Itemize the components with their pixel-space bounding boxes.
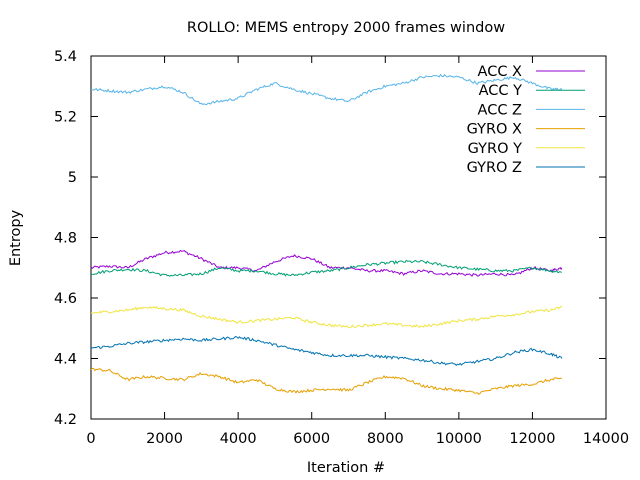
- y-tick-label: 4.4: [54, 352, 77, 368]
- y-tick-label: 5.4: [54, 49, 77, 65]
- y-tick-label: 4.2: [54, 412, 77, 428]
- x-ticks: 0 2000 4000 6000 8000 10000 12000 14000: [86, 56, 629, 447]
- axes: [90, 55, 607, 420]
- legend-label: GYRO Z: [467, 160, 522, 176]
- y-tick-label: 4.8: [54, 231, 77, 247]
- y-ticks: 4.2 4.4 4.6 4.8 5 5.2 5.4: [54, 49, 606, 428]
- legend: ACC X ACC Y ACC Z GYRO X GYRO Y GYRO Z: [467, 64, 585, 176]
- legend-label: ACC X: [478, 64, 523, 80]
- x-tick-label: 8000: [367, 431, 404, 447]
- plot-frame: [90, 55, 607, 420]
- series-line-acc-y: [90, 259, 562, 277]
- y-tick-label: 5.2: [54, 110, 77, 126]
- series-line-gyro-z: [90, 336, 563, 367]
- legend-label: ACC Y: [479, 83, 523, 99]
- x-axis-label: Iteration #: [307, 460, 385, 476]
- x-tick-label: 0: [86, 431, 95, 447]
- series-lines: [90, 73, 563, 395]
- x-tick-label: 6000: [293, 431, 330, 447]
- x-tick-label: 2000: [146, 431, 183, 447]
- legend-label: GYRO X: [467, 122, 522, 138]
- series-line-acc-x: [90, 249, 563, 277]
- x-tick-label: 10000: [436, 431, 482, 447]
- y-tick-label: 4.6: [54, 291, 77, 307]
- y-tick-label: 5: [68, 170, 77, 186]
- chart-title: ROLLO: MEMS entropy 2000 frames window: [187, 20, 505, 36]
- x-tick-label: 12000: [509, 431, 555, 447]
- y-axis-label: Entropy: [8, 209, 24, 266]
- series-line-gyro-x: [90, 367, 563, 395]
- legend-label: GYRO Y: [468, 141, 522, 157]
- x-tick-label: 14000: [583, 431, 629, 447]
- legend-label: ACC Z: [478, 102, 523, 118]
- x-tick-label: 4000: [220, 431, 257, 447]
- series-line-acc-z: [90, 73, 563, 106]
- series-line-gyro-y: [90, 305, 563, 329]
